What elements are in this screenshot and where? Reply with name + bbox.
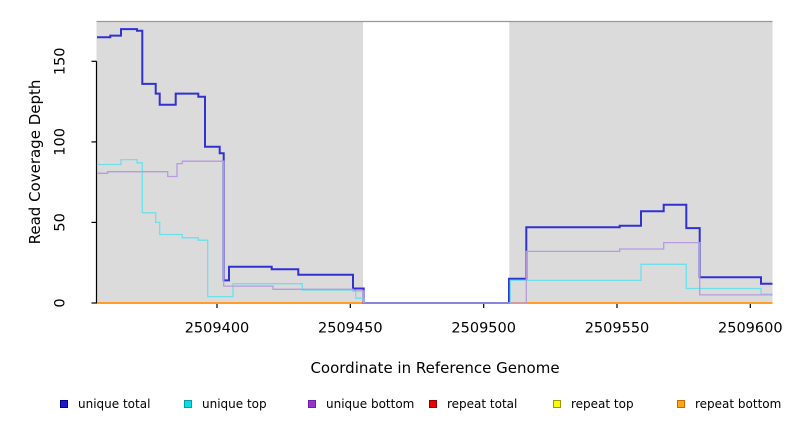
y-tick-label: 0 [53,298,69,307]
series-line-unique-top [97,158,773,304]
x-axis-title: Coordinate in Reference Genome [310,359,559,377]
coverage-window-right [509,21,773,303]
y-tick-label: 100 [53,128,69,156]
panel-layer [96,20,773,303]
x-tick-label: 2509600 [718,321,783,337]
series-layer [97,28,773,304]
y-tick-label: 50 [53,213,69,231]
series-line-unique-total [97,28,773,304]
y-axis-title: Read Coverage Depth [26,80,44,245]
x-tick-label: 2509400 [185,321,250,337]
x-tick-label: 2509550 [585,321,650,337]
y-tick-label: 150 [53,47,69,75]
x-tick-label: 2509450 [318,321,383,337]
series-line-unique-bottom [97,160,773,304]
x-tick-label: 2509500 [451,321,516,337]
